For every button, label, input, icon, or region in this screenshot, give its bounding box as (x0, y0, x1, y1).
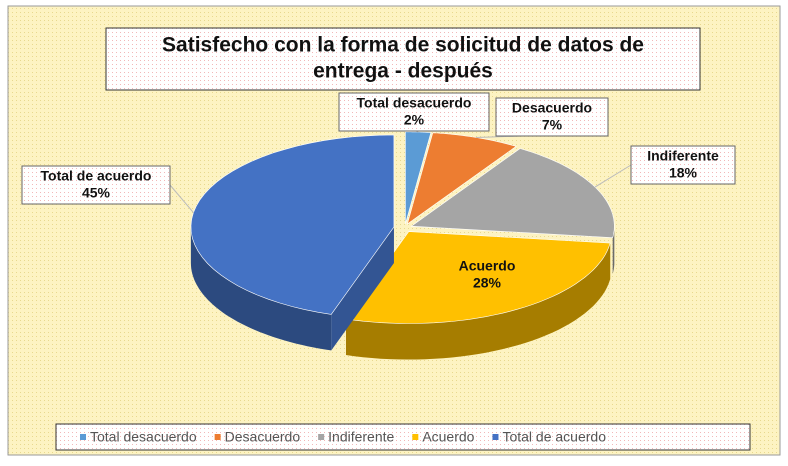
data-label-box (21, 165, 171, 205)
data-label-value: 2% (404, 112, 425, 128)
slice-side (190, 226, 332, 351)
legend-label: Desacuerdo (225, 429, 301, 445)
data-label-box (495, 97, 609, 137)
chart-title-line: entrega - después (313, 60, 493, 83)
title-box (105, 27, 701, 91)
leader-line (594, 164, 632, 188)
legend-swatch (80, 434, 86, 440)
leader-line (169, 184, 194, 213)
slice-top (406, 132, 517, 225)
legend-label: Total de acuerdo (502, 429, 606, 445)
slice-top (345, 231, 611, 324)
legend-swatch (318, 434, 325, 440)
legend-label: Acuerdo (422, 429, 474, 445)
chart-title: Satisfecho con la forma de solicitud de … (162, 34, 644, 57)
slice-side (346, 243, 611, 360)
slice-side-shade (612, 226, 615, 274)
data-label-name: Total de acuerdo (41, 168, 152, 184)
data-label-value: 7% (542, 117, 563, 133)
data-label-box (630, 145, 736, 185)
data-label-box (338, 92, 490, 132)
slice-side (612, 226, 615, 274)
slice (405, 131, 432, 224)
legend: Total desacuerdo Desacuerdo Indiferente Acu… (80, 429, 606, 445)
slice-top (405, 131, 432, 224)
data-label-name: Acuerdo (459, 258, 516, 274)
slice (190, 134, 395, 351)
data-label-name: Indiferente (647, 148, 719, 164)
slice-top (190, 134, 395, 315)
legend-box (55, 423, 751, 451)
data-label-value: 18% (669, 165, 698, 181)
legend-swatch (492, 434, 499, 440)
slice-face (331, 226, 394, 351)
data-label-value: 45% (82, 185, 111, 201)
slice-face-shade (331, 226, 394, 351)
legend-swatch (214, 434, 221, 440)
legend-label: Indiferente (328, 429, 394, 445)
legend-label: Total desacuerdo (90, 429, 197, 445)
slice (406, 132, 517, 225)
slice-side-shade (346, 243, 611, 360)
legend-swatch (412, 434, 419, 440)
slice-side-shade (190, 226, 332, 351)
data-label-value: 28% (473, 275, 502, 291)
data-label-name: Desacuerdo (512, 100, 592, 116)
slice (345, 231, 611, 360)
data-label-name: Total desacuerdo (357, 95, 472, 111)
